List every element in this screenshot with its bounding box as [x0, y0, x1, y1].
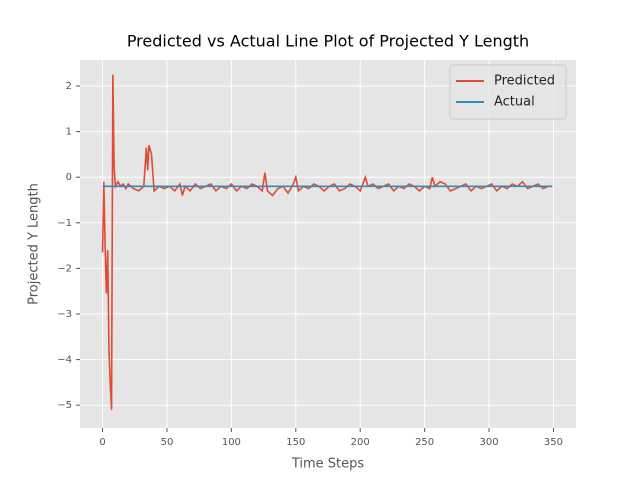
- legend-box: [449, 64, 567, 120]
- y-tick-label: −1: [57, 218, 72, 229]
- y-tick-label: 0: [66, 172, 72, 183]
- plot-area: [80, 60, 576, 428]
- y-tick-label: −5: [57, 400, 72, 411]
- series-line: [101, 74, 553, 410]
- x-tick-label: 250: [415, 437, 434, 448]
- x-tick-label: 300: [479, 437, 498, 448]
- legend-label: Predicted: [494, 74, 555, 89]
- legend: Predicted Actual: [449, 64, 567, 120]
- x-tick-label: 0: [99, 437, 105, 448]
- y-tick-label: −3: [57, 309, 72, 320]
- x-tick-label: 200: [351, 437, 370, 448]
- chart-title: Predicted vs Actual Line Plot of Project…: [127, 32, 529, 51]
- x-tick-label: 150: [286, 437, 305, 448]
- x-axis-label: Time Steps: [291, 457, 365, 472]
- y-tick-label: 1: [66, 127, 72, 138]
- y-tick-label: −4: [57, 355, 72, 366]
- x-tick-label: 350: [544, 437, 563, 448]
- x-tick-label: 100: [222, 437, 241, 448]
- y-tick-label: 2: [66, 81, 72, 92]
- legend-label: Actual: [494, 95, 535, 110]
- x-tick-label: 50: [161, 437, 174, 448]
- y-axis-label: Projected Y Length: [27, 183, 42, 305]
- y-tick-label: −2: [57, 263, 72, 274]
